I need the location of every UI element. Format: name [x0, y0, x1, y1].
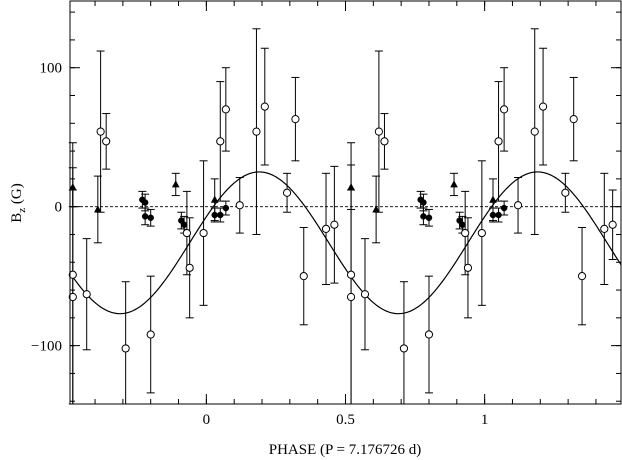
open-circle-point [321, 224, 331, 234]
minor-ticks [70, 1, 621, 404]
filled-circle-point [489, 211, 497, 219]
open-circle-point [461, 228, 470, 238]
open-circle-point [374, 127, 383, 136]
y-axis-label-main: B [9, 213, 25, 223]
filled-circle-point [147, 214, 154, 222]
open-circle-point [346, 270, 356, 279]
open-circle-point [346, 292, 356, 302]
filled-circle-point [211, 211, 218, 219]
triangle-point [347, 183, 355, 191]
triangle-point [171, 180, 180, 188]
open-circle-point [424, 330, 434, 339]
fit-curve [69, 171, 622, 315]
filled-circle-point [500, 204, 508, 212]
y-tick-label: −100 [31, 339, 62, 355]
filled-circle-point [495, 211, 502, 219]
open-circle-point [608, 220, 617, 229]
open-circle-point [561, 188, 570, 197]
filled-circle-point [222, 204, 230, 212]
open-circle-point [282, 188, 292, 197]
open-circle-point [500, 105, 509, 114]
triangle-point [489, 195, 497, 203]
open-circle-point [216, 137, 225, 146]
triangle-point [68, 183, 77, 191]
open-circle-point [235, 201, 244, 210]
open-circle-point [530, 127, 539, 136]
fit-curve-line [69, 171, 622, 315]
open-circle-point [538, 102, 548, 111]
x-axis-label: PHASE (P = 7.176726 d) [269, 442, 422, 458]
major-ticks [70, 1, 621, 404]
open-circle-point [330, 220, 339, 229]
x-tick-labels: 0 0.5 1 [203, 412, 489, 428]
open-circle-point [513, 201, 523, 210]
open-circle-point [569, 115, 578, 124]
open-circle-point [121, 344, 130, 353]
open-circle-point [68, 270, 77, 279]
open-circle-point [182, 228, 191, 238]
open-circle-point [252, 127, 261, 136]
x-tick-label: 1 [481, 412, 489, 428]
open-circle-point [96, 127, 105, 136]
x-tick-label: 0.5 [336, 412, 355, 428]
triangle-point [450, 180, 458, 188]
open-circle-point [577, 272, 587, 281]
y-axis-label-subscript: z [16, 208, 28, 213]
y-axis-label-unit: (G) [9, 183, 25, 208]
open-circle-point [102, 137, 111, 146]
filled-circle-point [420, 213, 427, 220]
y-tick-label: 100 [40, 61, 63, 77]
open-circle-point [380, 137, 389, 146]
triangle-point [94, 205, 102, 213]
x-tick-label: 0 [203, 412, 211, 428]
open-circle-point [360, 290, 370, 299]
open-circle-point [146, 330, 155, 339]
filled-circle-point [217, 211, 224, 219]
open-circle-point [477, 228, 486, 238]
y-tick-label: 0 [55, 200, 63, 216]
y-axis-label: Bz (G) [9, 183, 28, 222]
filled-circle-point [141, 199, 149, 206]
filled-circle-point [425, 214, 433, 222]
open-circle-point [185, 263, 194, 272]
open-circle-point [600, 224, 609, 234]
open-circle-point [463, 263, 473, 272]
data-markers [68, 102, 617, 353]
open-circle-point [221, 105, 230, 114]
open-circle-point [494, 137, 503, 146]
plot-frame [69, 0, 622, 405]
triangle-point [210, 195, 219, 203]
y-tick-labels: −100 0 100 [31, 61, 62, 355]
filled-circle-point [459, 221, 466, 228]
open-circle-point [199, 228, 208, 238]
open-circle-point [260, 102, 269, 111]
filled-circle-point [141, 213, 149, 220]
triangle-point [372, 205, 380, 213]
open-circle-point [291, 115, 300, 124]
open-circle-point [82, 290, 91, 299]
open-circle-point [299, 272, 308, 281]
open-circle-point [399, 344, 409, 353]
filled-circle-point [180, 221, 188, 228]
filled-circle-point [420, 199, 427, 206]
open-circle-point [68, 292, 77, 302]
